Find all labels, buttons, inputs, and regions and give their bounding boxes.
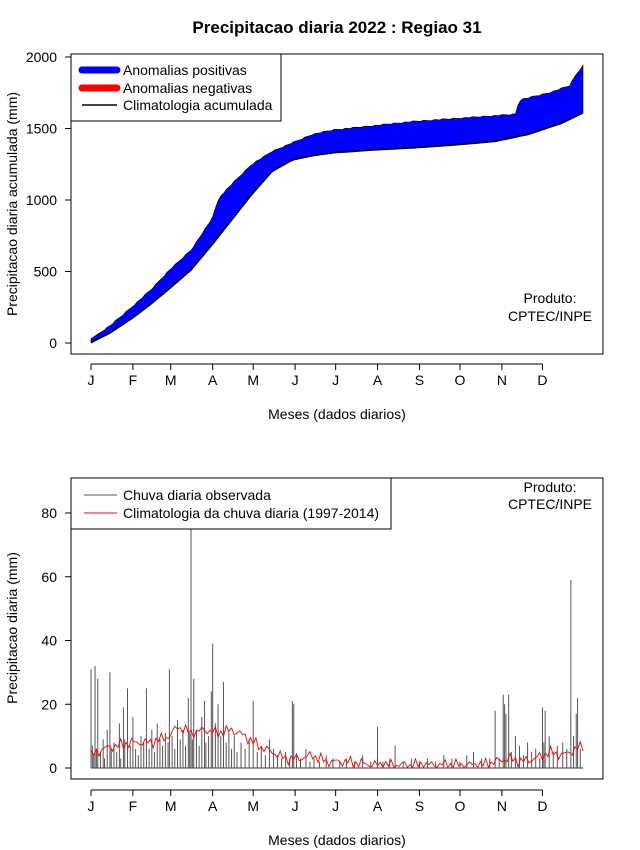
x-tick-label-4: A <box>208 372 218 388</box>
accumulated-legend: Anomalias positivas Anomalias negativas … <box>70 53 282 122</box>
accumulated-y-axis-label: Precipitacao diaria acumulada (mm) <box>4 92 20 316</box>
daily-chart: 0 20 40 60 80 J F M A M J J A S O N D Precipitacao diar… <box>4 477 604 848</box>
y-tick-label: 40 <box>41 633 57 649</box>
x-tick-label-10: O <box>455 798 466 814</box>
daily-y-axis-label: Precipitacao diaria (mm) <box>4 552 20 704</box>
y-tick-label: 60 <box>41 569 57 585</box>
legend-label-observed: Chuva diaria observada <box>123 487 271 503</box>
x-tick-label-6: J <box>292 372 299 388</box>
daily-annotation-line1: Produto: <box>524 479 577 495</box>
y-tick-label: 0 <box>49 335 57 351</box>
x-tick-label-8: A <box>373 798 383 814</box>
accumulated-x-axis-label: Meses (dados diarios) <box>268 406 406 422</box>
accumulated-annotation-line2: CPTEC/INPE <box>508 308 592 324</box>
x-tick-label-3: M <box>165 798 177 814</box>
legend-label-negative: Anomalias negativas <box>123 80 252 96</box>
x-tick-label-10: O <box>455 372 466 388</box>
y-tick-label: 20 <box>41 696 57 712</box>
daily-annotation-line2: CPTEC/INPE <box>508 496 592 512</box>
accumulated-chart: 0 500 1000 1500 2000 J F M A M J J A S O N D Precipitac… <box>4 49 604 422</box>
x-tick-label-1: J <box>88 372 95 388</box>
x-tick-label-4: A <box>208 798 218 814</box>
x-tick-label-3: M <box>165 372 177 388</box>
accumulated-annotation-line1: Produto: <box>524 290 577 306</box>
x-tick-label-5: M <box>247 372 259 388</box>
x-tick-label-8: A <box>373 372 383 388</box>
chart-title: Precipitacao diaria 2022 : Regiao 31 <box>192 18 481 37</box>
daily-climatology-line <box>90 723 584 769</box>
x-tick-label-11: N <box>497 372 507 388</box>
x-tick-label-2: F <box>129 798 138 814</box>
x-tick-label-1: J <box>88 798 95 814</box>
daily-legend-box <box>70 477 392 530</box>
x-tick-label-12: D <box>537 372 547 388</box>
daily-x-axis-label: Meses (dados diarios) <box>268 832 406 848</box>
y-tick-label: 80 <box>41 505 57 521</box>
y-tick-label: 2000 <box>26 49 57 65</box>
x-tick-label-7: J <box>332 798 339 814</box>
x-tick-label-9: S <box>415 372 424 388</box>
x-tick-label-11: N <box>497 798 507 814</box>
legend-label-daily-climatology: Climatologia da chuva diaria (1997-2014) <box>123 505 379 521</box>
x-tick-label-5: M <box>247 798 259 814</box>
x-tick-label-12: D <box>537 798 547 814</box>
y-tick-label: 0 <box>49 760 57 776</box>
climatology-accumulated-line <box>90 112 584 344</box>
x-tick-label-2: F <box>129 372 138 388</box>
x-tick-label-9: S <box>415 798 424 814</box>
x-tick-label-7: J <box>332 372 339 388</box>
y-tick-label: 1000 <box>26 192 57 208</box>
x-tick-label-6: J <box>292 798 299 814</box>
daily-legend: Chuva diaria observada Climatologia da c… <box>70 477 392 530</box>
legend-label-climatology: Climatologia acumulada <box>123 97 273 113</box>
y-tick-label: 500 <box>34 264 58 280</box>
y-tick-label: 1500 <box>26 121 57 137</box>
legend-label-positive: Anomalias positivas <box>123 62 247 78</box>
